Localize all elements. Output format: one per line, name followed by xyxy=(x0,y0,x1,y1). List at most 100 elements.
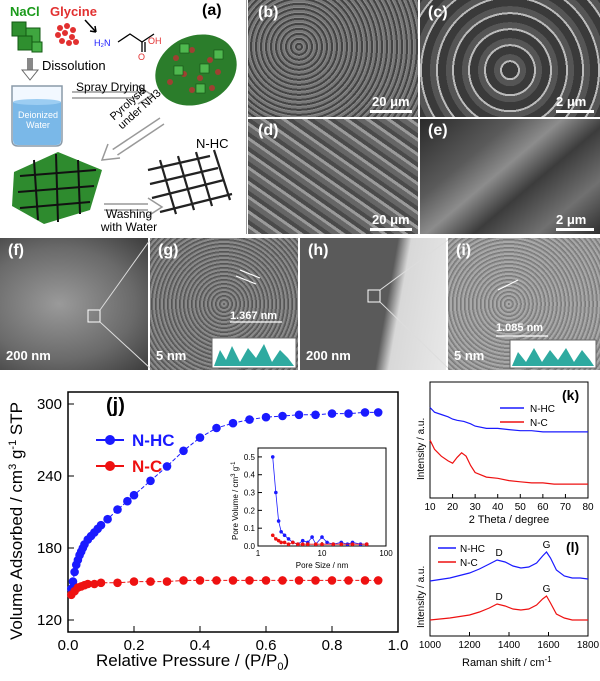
data-point xyxy=(350,542,355,547)
sem-panel-d xyxy=(248,119,418,234)
data-point xyxy=(96,578,106,588)
peak-label: D xyxy=(496,592,503,603)
glycine-label: Glycine xyxy=(50,4,97,19)
data-point xyxy=(103,514,112,524)
x-tick-label: 80 xyxy=(582,502,594,513)
data-point xyxy=(245,576,254,585)
x-tick-label: 1600 xyxy=(537,640,560,651)
legend-label: N-HC xyxy=(460,544,485,555)
y-axis-label: Pore Volume / cm3 g-1 xyxy=(231,461,240,540)
sem-label-d: (d) xyxy=(258,122,279,139)
legend-label: N-HC xyxy=(530,404,555,415)
panel-label: (k) xyxy=(562,387,579,403)
scale-label: 2 μm xyxy=(556,212,587,227)
data-point xyxy=(68,577,78,586)
data-point xyxy=(373,576,383,585)
data-point xyxy=(344,576,353,585)
data-point xyxy=(286,537,291,541)
data-point xyxy=(70,567,79,577)
data-point xyxy=(228,576,238,585)
x-tick-label: 100 xyxy=(379,549,393,558)
series-line xyxy=(429,439,588,485)
x-tick-label: 60 xyxy=(537,502,549,513)
svg-text:OH: OH xyxy=(148,36,162,46)
inset-background xyxy=(226,442,394,572)
data-point xyxy=(212,576,221,585)
plot-frame xyxy=(429,535,589,637)
y-tick-label: 300 xyxy=(37,396,62,413)
data-point xyxy=(300,542,305,547)
data-point xyxy=(276,519,281,523)
series-line xyxy=(429,551,589,582)
lattice-spacing-label: 1.367 nm xyxy=(230,310,278,322)
peak-label: D xyxy=(496,548,503,559)
nacl-cubes-icon xyxy=(11,21,43,53)
data-point xyxy=(146,577,155,586)
data-point xyxy=(179,446,188,456)
x-tick-label: 0.6 xyxy=(256,637,277,654)
data-point xyxy=(270,533,275,538)
data-point xyxy=(310,535,314,539)
x-axis-label: Pore Size / nm xyxy=(296,561,349,570)
sem-label-e: (e) xyxy=(428,122,448,139)
schematic-drawing: H₂N OH O xyxy=(11,19,237,224)
spray-drying-label: Spray Drying xyxy=(76,80,146,94)
data-point xyxy=(146,476,155,486)
carbonized-composite-icon xyxy=(12,152,102,224)
x-tick-label: 20 xyxy=(447,502,459,513)
x-axis-label: Relative Pressure / (P/P0) xyxy=(96,651,289,673)
y-tick-label: 120 xyxy=(37,612,62,629)
composite-particle-icon xyxy=(155,34,237,106)
data-point xyxy=(325,540,329,545)
data-point xyxy=(261,412,271,422)
data-point xyxy=(339,542,344,547)
scale-label: 2 μm xyxy=(556,94,587,109)
data-point xyxy=(294,576,304,585)
data-point xyxy=(311,410,320,420)
scale-label: 20 μm xyxy=(372,212,410,227)
nacl-label: NaCl xyxy=(10,4,40,19)
legend-label: N-C xyxy=(132,457,162,476)
y-axis-label: Intensity / a.u. xyxy=(416,418,427,480)
x-tick-label: 1.0 xyxy=(388,637,409,654)
y-axis-label: Intensity / a.u. xyxy=(416,566,427,628)
data-point xyxy=(296,542,300,547)
data-point xyxy=(129,577,139,586)
x-tick-label: 0.4 xyxy=(190,637,211,654)
panel-label: (a) xyxy=(202,2,222,19)
data-point xyxy=(279,529,283,534)
data-point xyxy=(261,576,271,585)
product-label: N-HC xyxy=(196,136,229,151)
panel-a-schematic: H₂N OH O xyxy=(0,0,247,234)
y-tick-label: 0.3 xyxy=(244,489,256,498)
data-point xyxy=(113,578,122,588)
tem-label-f: (f) xyxy=(8,242,24,259)
scale-label: 200 nm xyxy=(306,348,351,363)
legend-label: N-HC xyxy=(132,431,175,450)
scale-label: 5 nm xyxy=(156,348,187,363)
y-axis-label: Volume Adsorbed / cm3 g-1 STP xyxy=(7,402,26,640)
x-tick-label: 0.8 xyxy=(322,637,343,654)
data-point xyxy=(113,505,122,514)
x-tick-label: 10 xyxy=(424,502,436,513)
data-point xyxy=(320,535,324,539)
data-point xyxy=(331,542,336,547)
x-axis-label: 2 Theta / degree xyxy=(469,514,550,526)
x-tick-label: 30 xyxy=(470,502,482,513)
data-point xyxy=(320,542,324,547)
data-point xyxy=(364,542,369,547)
sem-panel-c xyxy=(420,0,600,117)
data-point xyxy=(274,537,278,541)
data-point xyxy=(212,423,221,433)
sem-label-c: (c) xyxy=(428,4,448,21)
plot-frame xyxy=(67,391,399,633)
y-tick-label: 180 xyxy=(37,540,62,557)
legend-marker xyxy=(105,461,115,471)
data-point xyxy=(327,576,337,585)
lattice-spacing-label: 1.085 nm xyxy=(496,322,544,334)
data-point xyxy=(278,576,287,585)
scale-label: 200 nm xyxy=(6,348,51,363)
data-point xyxy=(270,455,275,459)
scale-bar xyxy=(556,228,594,231)
data-point xyxy=(311,576,320,585)
